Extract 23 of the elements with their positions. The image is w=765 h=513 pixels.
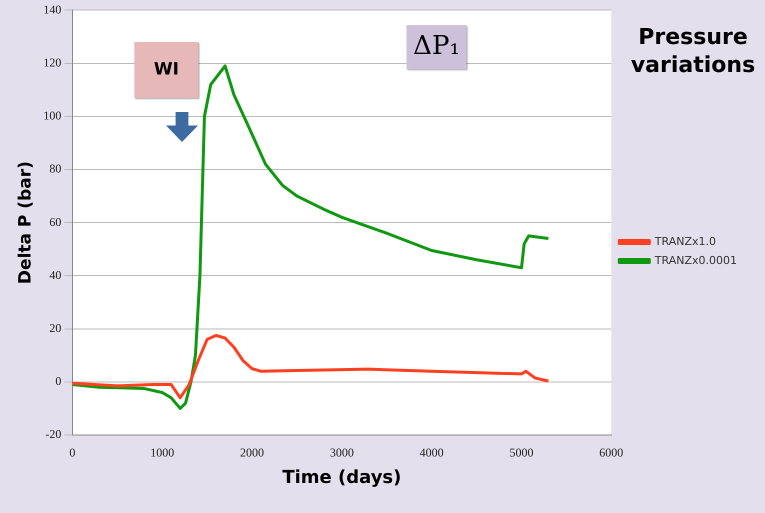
x-tick-label: 0 <box>69 445 76 460</box>
x-axis-title: Time (days) <box>282 466 402 488</box>
y-tick-label: 20 <box>49 320 62 335</box>
x-tick-label: 4000 <box>420 445 444 460</box>
y-tick-label: 0 <box>55 374 62 388</box>
x-tick-label: 5000 <box>509 445 534 460</box>
legend-label: TRANZx1.0 <box>654 234 716 248</box>
legend-label: TRANZx0.0001 <box>654 254 738 267</box>
y-tick-label: 100 <box>43 108 62 123</box>
x-tick-label: 2000 <box>240 445 264 460</box>
y-tick-label: -20 <box>45 427 62 442</box>
y-tick-label: 80 <box>49 162 62 176</box>
x-tick-label: 6000 <box>599 445 624 460</box>
annotation: ΔP₁ <box>413 30 460 61</box>
y-tick-label: 60 <box>49 214 62 229</box>
x-tick-label: 1000 <box>150 445 174 460</box>
y-tick-label: 140 <box>43 2 62 16</box>
annotation: WI <box>154 59 179 80</box>
y-tick-label: 40 <box>49 268 62 282</box>
y-tick-label: 120 <box>43 55 62 70</box>
y-axis-title: Delta P (bar) <box>16 161 36 284</box>
text: Pressure variations <box>630 24 756 80</box>
x-tick-label: 3000 <box>330 445 354 460</box>
